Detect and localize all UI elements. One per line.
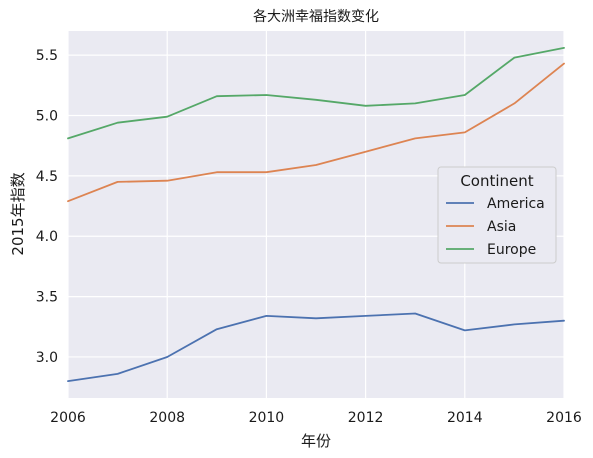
legend-label-asia: Asia xyxy=(487,219,516,235)
chart-title: 各大洲幸福指数变化 xyxy=(253,9,379,25)
y-tick-label: 3.5 xyxy=(36,290,58,306)
y-tick-label: 5.0 xyxy=(36,109,58,125)
x-tick-label: 2016 xyxy=(546,410,582,426)
x-tick-label: 2014 xyxy=(447,410,483,426)
y-axis-label: 2015年指数 xyxy=(9,172,27,255)
y-tick-label: 4.5 xyxy=(36,169,58,185)
y-tick-label: 3.0 xyxy=(36,350,58,366)
legend-title: Continent xyxy=(460,172,533,190)
y-tick-label: 4.0 xyxy=(36,229,58,245)
y-tick-label: 5.5 xyxy=(36,48,58,64)
series-lines xyxy=(67,47,565,383)
x-axis-label: 年份 xyxy=(301,432,331,450)
y-axis-ticks: 3.0 3.5 4.0 4.5 5.0 5.5 xyxy=(36,48,58,366)
x-tick-label: 2012 xyxy=(348,410,384,426)
series-line-asia xyxy=(67,62,565,203)
x-tick-label: 2008 xyxy=(149,410,185,426)
series-line-america xyxy=(67,312,565,383)
legend: Continent America Asia Europe xyxy=(437,166,557,264)
x-tick-label: 2006 xyxy=(50,410,86,426)
legend-label-america: America xyxy=(487,196,545,212)
legend-label-europe: Europe xyxy=(487,242,536,258)
x-tick-label: 2010 xyxy=(249,410,285,426)
legend-box xyxy=(437,166,557,264)
series-line-europe xyxy=(67,47,565,140)
x-axis-ticks: 2006 2008 2010 2012 2014 2016 xyxy=(50,410,582,426)
